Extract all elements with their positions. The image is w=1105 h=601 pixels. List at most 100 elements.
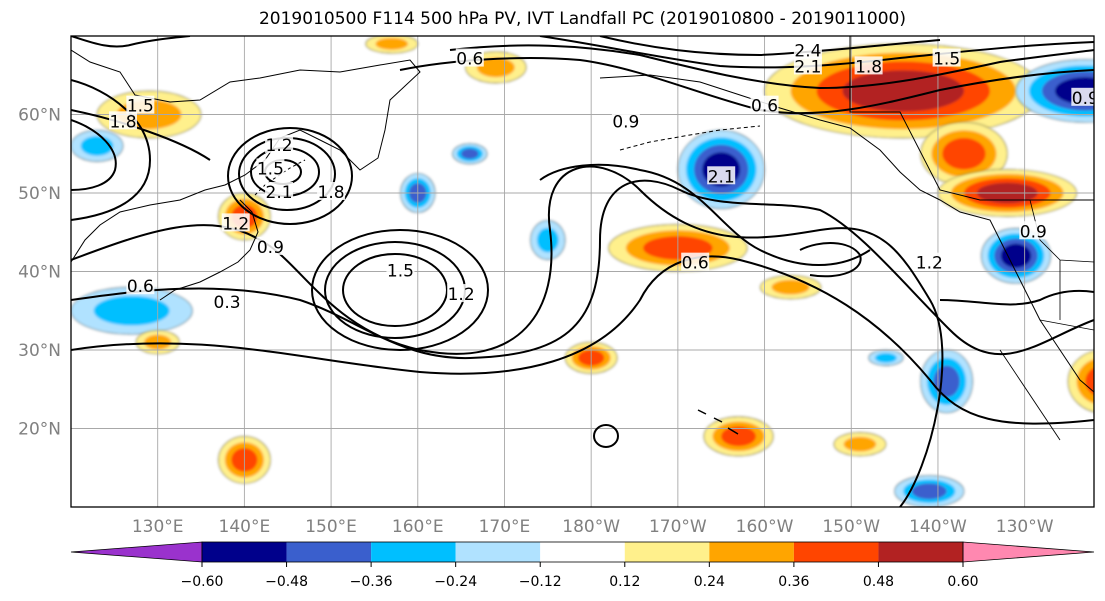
pv-contour-label-bg [750,95,779,114]
us-states [1029,199,1094,331]
pv-contour-label-bg [681,252,710,271]
ivt-anomaly-10 [530,220,566,261]
ivt-anomaly-16 [920,122,1008,186]
pv-contour-label: 1.2 [222,214,249,234]
ivt-anomaly-20 [920,349,973,414]
pv-contour-label: 2.1 [266,183,293,203]
pv-contour-label-bg [109,111,138,130]
pv-contour-label: 1.8 [855,57,882,77]
colorbar-tick-label: 0.12 [609,574,640,590]
canada-border [849,36,1094,201]
pv-contour-label: 1.5 [933,50,960,70]
lat-tick-label: 40°N [18,263,61,283]
lon-tick-label: 150°E [305,517,357,537]
pv-contour-label: 0.6 [127,277,154,297]
pv-contour-label: 1.8 [109,112,136,132]
pv-contour-north-2 [449,44,1094,90]
pv-contour-label-bg [611,111,640,130]
pv-contour-label: 0.9 [257,238,284,258]
aleutian-islands [619,125,761,151]
lon-tick-label: 130°W [996,517,1054,537]
ivt-anomaly-14 [703,416,774,457]
pv-contour-label: 1.5 [387,262,414,282]
colorbar-bin [793,542,879,562]
pv-contour-label-bg [854,56,883,75]
pv-contour-west-1 [71,79,152,221]
japan-coastline [159,199,259,301]
pv-contour-label: 1.2 [448,285,475,305]
lon-tick-label: 160°E [392,517,444,537]
colorbar-bin [878,542,963,562]
pv-contour-trough [342,253,448,327]
pv-contour-label-bg [256,158,285,177]
coastlines [71,36,1094,441]
map-title: 2019010500 F114 500 hPa PV, IVT Landfall… [258,9,906,29]
lat-tick-label: 20°N [18,420,61,440]
colorbar-bin [455,542,541,562]
colorbar-tick-label: −0.60 [181,574,224,590]
pv-contour-west-2 [71,119,117,191]
hawaii-islands [697,409,739,435]
pv-contour-low-outer [227,127,353,225]
pv-contour-label: 0.6 [751,97,778,117]
ivt-anomaly-23 [759,275,822,300]
colorbar-bin [709,542,794,562]
pv-contour-top-left [71,36,191,48]
pv-contour-label-bg [126,95,155,114]
colorbar-tick-label: −0.12 [519,574,562,590]
pv-contour-label-bg [386,260,415,279]
pv-contour-east-low [799,242,862,278]
colorbar-bin [286,542,372,562]
colorbar-tick-label: 0.48 [863,574,894,590]
colorbar-tick-label: 0.24 [694,574,725,590]
pv-contour-north-4 [599,36,941,57]
lon-tick-label: 170°E [479,517,531,537]
pv-contour-label-bg [317,182,346,200]
lon-tick-label: 140°E [219,517,271,537]
pv-contour-label-bg [265,134,294,153]
colorbar-bin [540,542,625,562]
pv-contour-label: 1.8 [318,183,345,203]
pv-contour-label-bg [793,56,822,75]
colorbar-tick-label: −0.48 [265,574,308,590]
pv-contour-label: 2.1 [794,57,821,77]
pv-contour-east-ridge [939,290,1094,306]
colorbar-extend-low [70,541,203,563]
alaska-coastline [599,74,1094,393]
colorbar-outline [201,541,964,563]
pv-contour-label-bg [707,166,736,185]
ivt-anomaly-6 [365,36,419,54]
pv-contour-label-bg [915,252,944,271]
pv-contour-label: 0.3 [214,293,241,313]
pv-contour-label: 0.9 [612,112,639,132]
pv-contour-label-bg [126,276,155,295]
pv-contour-label: 1.2 [916,254,943,274]
pv-contour-label: 0.6 [682,254,709,274]
pv-contour-label-bg [1019,221,1048,240]
ivt-anomaly-21 [1067,350,1094,413]
colorbar-tick-label: −0.24 [434,574,477,590]
pv-contour-label-bg [256,236,285,255]
pv-contour-label-bg [447,284,476,303]
longitude-ticks: 130°E 140°E 150°E 160°E 170°E 180°W 170°W 160°W… [132,517,1054,537]
pv-contour-03 [71,255,1094,425]
pv-contour-label: 1.2 [266,136,293,156]
pv-contour-label: 1.5 [257,159,284,179]
pv-contour-label-bg [455,48,484,67]
colorbar-extend-high [962,541,1095,563]
baja-coastline [999,349,1061,441]
ivt-anomaly-26 [868,349,904,366]
pv-contour-label-bg [1071,87,1094,106]
lat-tick-label: 30°N [18,341,61,361]
pv-contour-label-bg [265,182,294,200]
pv-contour-label: 2.1 [708,167,735,187]
pv-contour-label: 0.9 [1020,222,1047,242]
lon-tick-label: 180°W [562,517,620,537]
pv-contour-label-bg [221,213,250,232]
pv-contour-06 [71,179,1094,360]
pv-contour-label: 0.9 [1072,89,1099,109]
pv-contour-label-bg [932,48,961,67]
pv-contour-label-bg [213,291,242,310]
colorbar-tick-label: 0.36 [778,574,809,590]
